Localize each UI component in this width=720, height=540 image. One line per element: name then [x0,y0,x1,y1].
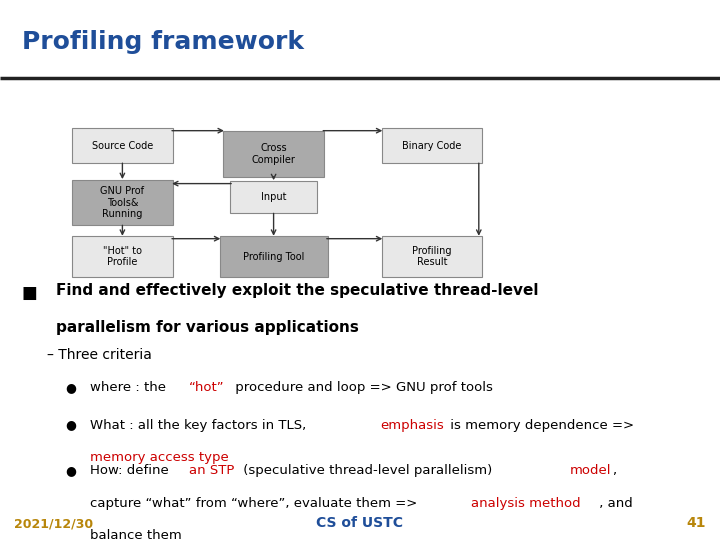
Text: “hot”: “hot” [189,381,225,394]
Text: 2021/12/30: 2021/12/30 [14,517,94,530]
FancyBboxPatch shape [72,128,173,163]
Text: Profiling framework: Profiling framework [22,30,304,53]
Text: , and: , and [595,497,633,510]
FancyBboxPatch shape [382,237,482,276]
Text: 41: 41 [686,516,706,530]
Text: ,: , [612,464,616,477]
Text: is memory dependence =>: is memory dependence => [446,418,634,431]
FancyBboxPatch shape [382,128,482,163]
Text: GNU Prof
Tools&
Running: GNU Prof Tools& Running [100,186,145,219]
Text: Find and effectively exploit the speculative thread-level: Find and effectively exploit the specula… [56,284,539,299]
Text: emphasis: emphasis [380,418,444,431]
Text: Binary Code: Binary Code [402,141,462,151]
Text: "Hot" to
Profile: "Hot" to Profile [103,246,142,267]
Text: analysis method: analysis method [471,497,580,510]
Text: Input: Input [261,192,287,202]
Text: Source Code: Source Code [91,141,153,151]
Text: What : all the key factors in TLS,: What : all the key factors in TLS, [90,418,310,431]
Text: balance them: balance them [90,529,181,540]
Text: ●: ● [65,381,76,394]
Text: CS of USTC: CS of USTC [317,516,403,530]
FancyBboxPatch shape [72,179,173,226]
FancyBboxPatch shape [230,181,317,213]
Text: How: define: How: define [90,464,173,477]
Text: (speculative thread-level parallelism): (speculative thread-level parallelism) [239,464,497,477]
Text: memory access type: memory access type [90,451,229,464]
Text: Profiling
Result: Profiling Result [413,246,451,267]
Text: – Three criteria: – Three criteria [47,348,152,362]
Text: model: model [570,464,612,477]
FancyBboxPatch shape [72,237,173,276]
FancyBboxPatch shape [220,237,328,276]
Text: ■: ■ [22,284,37,301]
Text: an STP: an STP [189,464,235,477]
FancyBboxPatch shape [223,131,324,177]
Text: procedure and loop => GNU prof tools: procedure and loop => GNU prof tools [230,381,492,394]
Text: ●: ● [65,464,76,477]
Text: capture “what” from “where”, evaluate them =>: capture “what” from “where”, evaluate th… [90,497,422,510]
Text: Cross
Compiler: Cross Compiler [252,143,295,165]
Text: where : the: where : the [90,381,170,394]
Text: Profiling Tool: Profiling Tool [243,252,305,261]
Text: ●: ● [65,418,76,431]
Text: parallelism for various applications: parallelism for various applications [56,320,359,335]
